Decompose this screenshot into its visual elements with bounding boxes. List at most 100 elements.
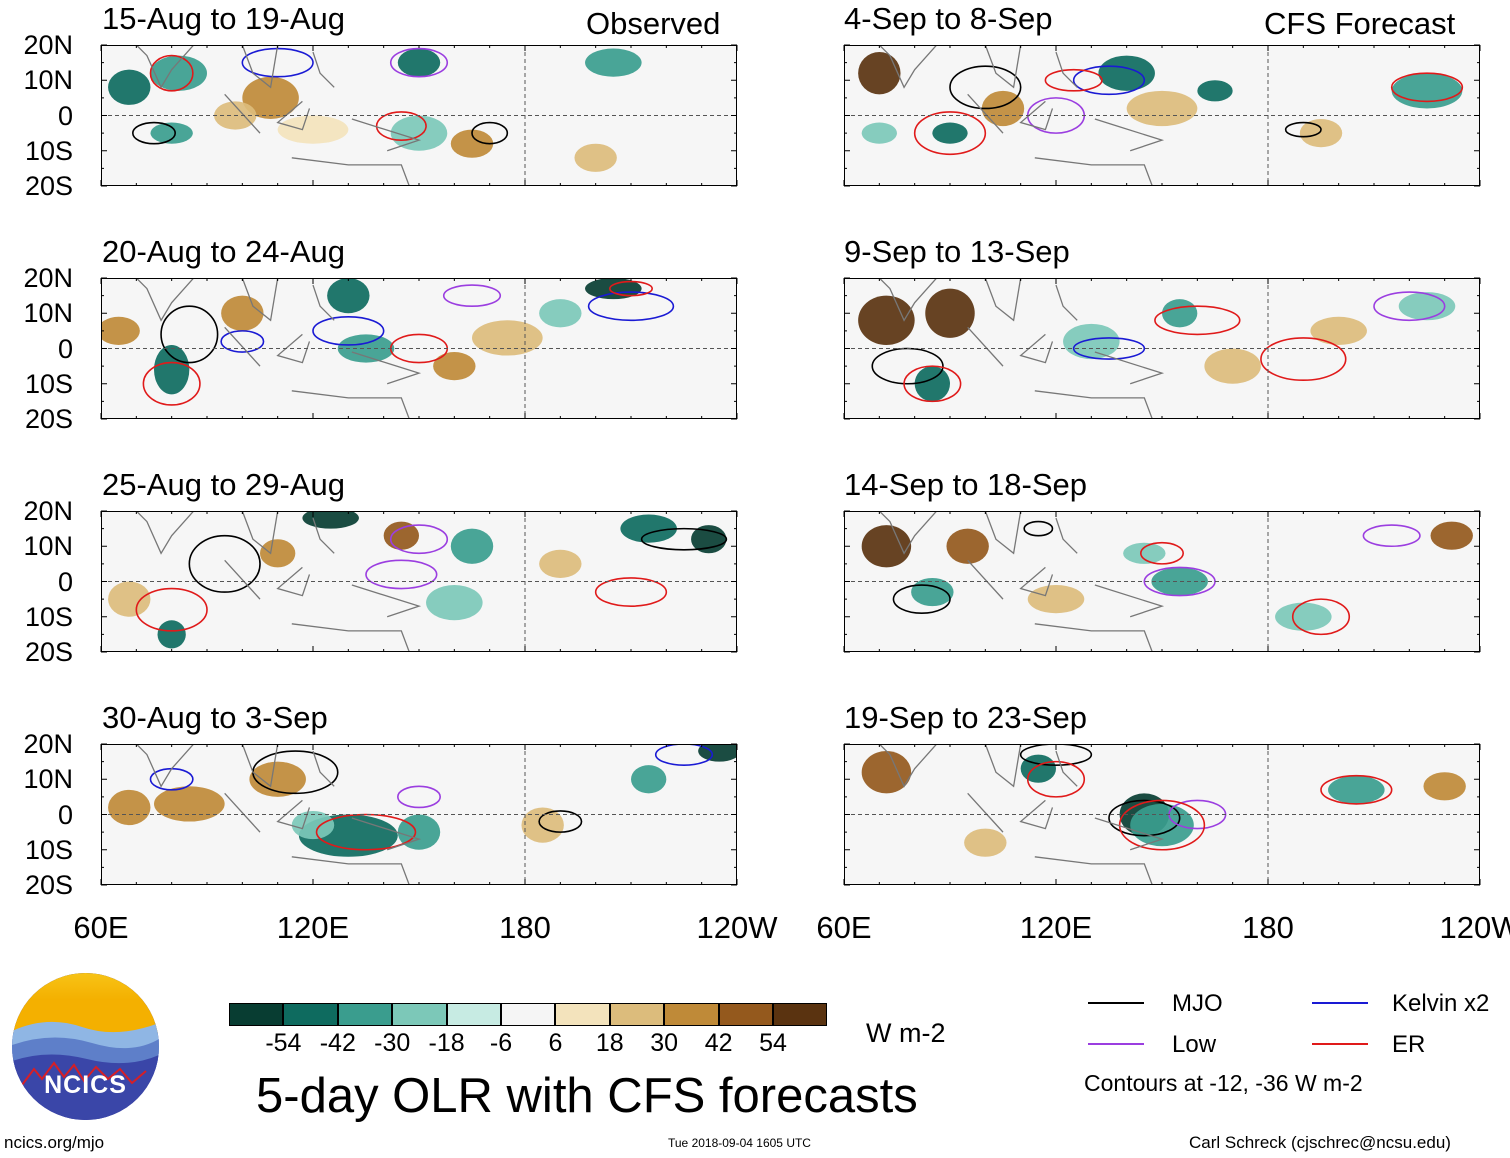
panel-title: 9-Sep to 13-Sep [844, 234, 1070, 269]
olr-anomaly-blob [1299, 119, 1343, 148]
colorbar-swatch [609, 1003, 665, 1026]
wave-contour [442, 284, 502, 307]
wave-contour [1154, 305, 1241, 336]
lat-tick-label: 0 [57, 566, 73, 597]
wave-contour [220, 330, 265, 353]
wave-contour [1291, 598, 1351, 636]
coastline [878, 278, 1165, 419]
colorbar-tick-label: 6 [548, 1029, 563, 1057]
coastline [135, 278, 422, 419]
lat-tick-label: 10N [23, 531, 73, 562]
colorbar-swatch [664, 1003, 719, 1026]
coastline [878, 511, 1165, 652]
logo-mountains-icon [12, 973, 159, 1120]
olr-anomaly-blob [426, 585, 483, 621]
legend-label: ER [1392, 1031, 1426, 1058]
olr-anomaly-blob [914, 366, 950, 402]
coastline [135, 744, 422, 885]
wave-contour [1118, 799, 1206, 851]
colorbar-swatch [773, 1003, 828, 1026]
lat-tick-label: 10S [24, 368, 73, 399]
coastline [135, 511, 422, 652]
olr-anomaly-blob [291, 810, 335, 840]
wave-contour [149, 54, 194, 92]
legend-line-er [1312, 1043, 1368, 1045]
colorbar-tick-label: -6 [489, 1029, 513, 1057]
lat-tick-label: 20N [23, 496, 73, 526]
lat-tick-label: 20N [23, 729, 73, 759]
olr-anomaly-blob [383, 521, 420, 550]
colorbar-tick-label: -18 [428, 1029, 465, 1057]
wave-contour [1072, 65, 1146, 96]
olr-anomaly-blob [450, 528, 494, 564]
wave-contour [135, 587, 208, 632]
olr-panel [100, 277, 738, 420]
wave-contour [1023, 520, 1054, 537]
olr-anomaly-blob [154, 344, 190, 395]
wave-contour [654, 744, 714, 766]
wave-contour [949, 65, 1022, 110]
olr-anomaly-blob [1020, 754, 1056, 783]
colorbar-units: W m-2 [866, 1018, 946, 1048]
olr-anomaly-blob [1130, 803, 1194, 847]
wave-contour [389, 47, 449, 78]
wave-contour [142, 361, 201, 406]
olr-anomaly-blob [585, 278, 642, 300]
lon-tick-label: 180 [1242, 910, 1294, 945]
colorbar-swatch [718, 1003, 773, 1026]
olr-anomaly-blob [221, 295, 264, 331]
logo-text: NCICS [44, 1071, 127, 1099]
wave-contour [312, 315, 385, 346]
panel-plot [843, 277, 1481, 420]
colorbar-swatch [337, 1003, 393, 1026]
olr-anomaly-blob [157, 620, 186, 649]
olr-anomaly-blob [1430, 521, 1473, 550]
olr-panel [843, 510, 1481, 653]
olr-anomaly-blob [521, 807, 564, 843]
olr-anomaly-blob [1398, 292, 1456, 321]
panel-plot [100, 743, 738, 886]
lat-tick-label: 20N [23, 30, 73, 60]
colorbar-swatch [501, 1003, 556, 1026]
olr-anomaly-blob [946, 528, 989, 564]
colorbar-tick-label: 54 [759, 1029, 787, 1057]
colorbar-tick-label: -30 [374, 1029, 411, 1057]
panel-plot [100, 277, 738, 420]
colorbar-tick-label: 42 [704, 1029, 733, 1057]
olr-anomaly-blob [1391, 73, 1463, 109]
wave-contour [389, 524, 449, 555]
olr-anomaly-blob [1123, 542, 1166, 564]
legend-line-low [1088, 1043, 1144, 1045]
panel-title: 4-Sep to 8-Sep [844, 1, 1053, 36]
colorbar-swatch [446, 1003, 501, 1026]
olr-anomaly-blob [1275, 602, 1332, 631]
olr-anomaly-blob [585, 48, 642, 77]
olr-anomaly-blob [450, 129, 494, 158]
olr-panel [843, 277, 1481, 420]
wave-contour [538, 810, 583, 833]
olr-panel [843, 44, 1481, 187]
wave-contour [160, 305, 219, 364]
olr-anomaly-blob [1204, 348, 1261, 384]
wave-contour [131, 121, 177, 145]
panel-plot [100, 44, 738, 187]
panel-title: 25-Aug to 29-Aug [102, 467, 346, 502]
wave-contour [1260, 337, 1347, 382]
wave-contour [913, 111, 987, 156]
lat-tick-label: 10S [24, 135, 73, 166]
lat-tick-label: 20S [24, 171, 73, 201]
olr-anomaly-blob [1423, 772, 1466, 801]
wave-contour [594, 577, 668, 607]
lat-tick-label: 0 [57, 799, 73, 830]
olr-anomaly-blob [1126, 90, 1198, 127]
olr-anomaly-blob [1310, 316, 1367, 345]
wave-contour [1139, 541, 1184, 565]
lat-tick-label: 20N [23, 263, 73, 293]
legend-line-kelvin [1312, 1002, 1368, 1004]
lat-tick-label: 0 [57, 333, 73, 364]
olr-anomaly-blob [472, 320, 543, 356]
wave-contour [1019, 744, 1093, 766]
wave-contour [1320, 774, 1393, 805]
wave-contour [149, 767, 194, 791]
olr-anomaly-blob [277, 115, 349, 144]
